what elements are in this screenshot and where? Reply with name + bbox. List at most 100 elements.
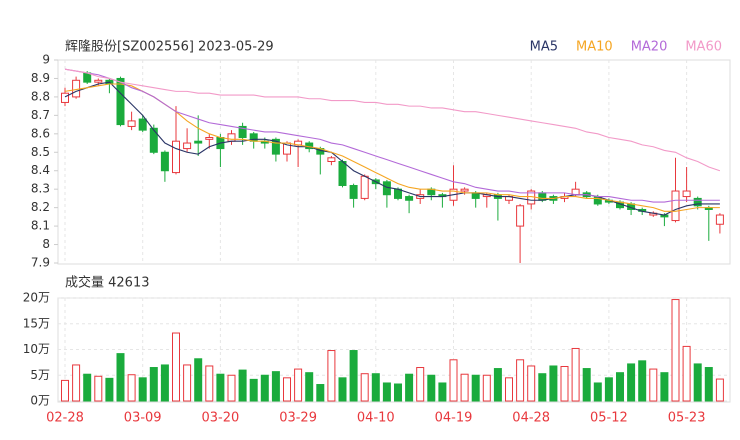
y-tick-label: 8.6 bbox=[31, 126, 50, 140]
volume-bar bbox=[327, 350, 336, 402]
volume-bar bbox=[183, 364, 192, 402]
candle-body bbox=[516, 205, 525, 227]
candle-body bbox=[338, 161, 347, 186]
volume-bar bbox=[482, 374, 491, 402]
volume-bar bbox=[61, 379, 69, 402]
volume-bar bbox=[382, 382, 391, 402]
volume-bar bbox=[649, 368, 658, 402]
volume-bar bbox=[571, 347, 580, 402]
candle-body bbox=[205, 137, 214, 140]
volume-bar bbox=[704, 367, 713, 402]
volume-bar bbox=[638, 360, 647, 402]
volume-bar bbox=[105, 377, 114, 402]
volume-bar bbox=[549, 365, 558, 402]
volume-bar bbox=[505, 377, 513, 402]
volume-bar bbox=[682, 345, 691, 402]
x-tick-label: 04-19 bbox=[435, 411, 473, 426]
volume-bar bbox=[671, 299, 680, 402]
candle-body bbox=[349, 184, 358, 199]
volume-bar bbox=[271, 371, 280, 402]
volume-bar bbox=[427, 374, 436, 402]
x-tick-label: 03-09 bbox=[124, 411, 162, 426]
y-tick-label: 8.9 bbox=[31, 71, 50, 85]
candle-body bbox=[538, 192, 547, 201]
volume-bar bbox=[405, 373, 414, 402]
y-tick-label: 8.7 bbox=[31, 108, 50, 122]
candle-body bbox=[149, 127, 158, 153]
volume-bar bbox=[593, 382, 602, 402]
y-tick-label: 9 bbox=[42, 53, 50, 67]
volume-bar bbox=[216, 373, 225, 402]
volume-bar bbox=[305, 372, 314, 402]
candle-body bbox=[160, 151, 169, 172]
volume-bar bbox=[238, 369, 247, 402]
candle-body bbox=[682, 190, 691, 198]
x-tick-label: 05-12 bbox=[590, 411, 628, 426]
candle-body bbox=[327, 157, 336, 163]
candle-body bbox=[194, 140, 203, 144]
volume-bar bbox=[94, 375, 103, 402]
candle-body bbox=[94, 79, 103, 83]
volume-bar bbox=[316, 384, 325, 402]
volume-bar bbox=[604, 377, 613, 402]
candle-body bbox=[238, 125, 247, 139]
y-tick-label: 8.1 bbox=[31, 219, 50, 233]
volume-bar bbox=[516, 359, 525, 402]
candle-body bbox=[671, 190, 680, 222]
candle-body bbox=[227, 133, 236, 142]
volume-bar bbox=[249, 378, 258, 402]
volume-bar bbox=[449, 359, 458, 402]
volume-bar bbox=[538, 373, 547, 402]
candle-body bbox=[127, 120, 136, 127]
candle-body bbox=[61, 92, 69, 103]
volume-bar bbox=[693, 363, 702, 402]
y-tick-label: 5万 bbox=[30, 368, 50, 382]
volume-bar bbox=[260, 374, 269, 402]
y-tick-label: 8.8 bbox=[31, 89, 50, 103]
candle-body bbox=[360, 175, 369, 199]
chart-title: 辉隆股份[SZ002556] 2023-05-29 bbox=[65, 40, 274, 55]
volume-bar bbox=[394, 383, 402, 402]
price-frame bbox=[57, 59, 731, 265]
x-tick-label: 03-20 bbox=[202, 411, 240, 426]
volume-bar bbox=[127, 374, 136, 402]
candle-body bbox=[138, 118, 147, 131]
volume-bar bbox=[616, 372, 624, 402]
volume-bar bbox=[493, 368, 502, 402]
volume-bar bbox=[227, 374, 236, 402]
legend-entry: MA20 bbox=[631, 40, 668, 55]
y-tick-label: 8.5 bbox=[31, 145, 50, 159]
volume-bar bbox=[149, 367, 158, 402]
volume-bar bbox=[560, 365, 569, 402]
volume-bar bbox=[349, 350, 358, 402]
legend-entry: MA60 bbox=[685, 40, 722, 55]
volume-bar bbox=[294, 368, 303, 402]
volume-bar bbox=[360, 373, 369, 402]
volume-bar bbox=[116, 353, 125, 402]
y-tick-label: 8.2 bbox=[31, 200, 50, 214]
candle-body bbox=[460, 188, 469, 192]
candle-body bbox=[183, 142, 192, 150]
volume-bar bbox=[160, 364, 169, 402]
volume-bar bbox=[660, 372, 669, 402]
x-tick-label: 05-23 bbox=[668, 411, 706, 426]
y-tick-label: 7.9 bbox=[31, 256, 50, 270]
candle-body bbox=[693, 197, 702, 207]
volume-bar bbox=[460, 373, 469, 402]
candle-body bbox=[172, 140, 180, 174]
volume-bar bbox=[283, 377, 291, 402]
y-tick-label: 8 bbox=[42, 237, 50, 251]
volume-bar bbox=[471, 374, 480, 402]
volume-bar bbox=[338, 377, 347, 402]
x-tick-label: 03-29 bbox=[279, 411, 317, 426]
volume-bar bbox=[72, 364, 81, 402]
volume-title: 成交量 42613 bbox=[65, 275, 150, 291]
ma-line bbox=[64, 68, 721, 172]
x-tick-label: 04-10 bbox=[357, 411, 395, 426]
candle-body bbox=[116, 77, 125, 126]
volume-bar bbox=[194, 358, 203, 402]
y-tick-label: 10万 bbox=[23, 342, 50, 356]
volume-bar bbox=[627, 363, 636, 402]
volume-bar bbox=[438, 382, 447, 402]
y-tick-label: 15万 bbox=[23, 316, 50, 330]
